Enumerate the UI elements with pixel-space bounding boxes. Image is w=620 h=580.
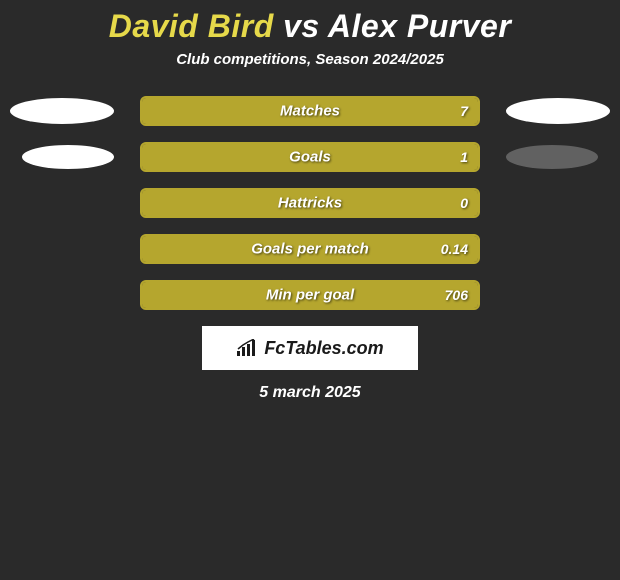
stat-bar: Matches 7 [140, 96, 480, 126]
left-marker [10, 282, 114, 308]
stat-label: Hattricks [278, 195, 342, 212]
stat-row: Matches 7 [0, 96, 620, 126]
right-marker [506, 145, 598, 169]
stat-label: Min per goal [266, 287, 354, 304]
stat-value: 7 [460, 103, 468, 119]
page-title: David Bird vs Alex Purver [0, 8, 620, 45]
subtitle: Club competitions, Season 2024/2025 [0, 51, 620, 68]
stat-bar: Goals 1 [140, 142, 480, 172]
right-marker [506, 282, 610, 308]
stat-row: Min per goal 706 [0, 280, 620, 310]
source-badge[interactable]: FcTables.com [202, 326, 418, 370]
right-marker [506, 236, 610, 262]
player2-name: Alex Purver [328, 8, 511, 44]
left-marker [10, 190, 114, 216]
stat-bar: Goals per match 0.14 [140, 234, 480, 264]
left-marker [22, 145, 114, 169]
stat-label: Goals [289, 149, 331, 166]
right-marker [506, 190, 610, 216]
chart-icon [236, 339, 258, 357]
stat-bar: Min per goal 706 [140, 280, 480, 310]
stat-value: 0 [460, 195, 468, 211]
stat-row: Goals 1 [0, 142, 620, 172]
stat-value: 706 [445, 287, 468, 303]
stat-bar: Hattricks 0 [140, 188, 480, 218]
stat-row: Goals per match 0.14 [0, 234, 620, 264]
right-marker [506, 98, 610, 124]
stat-row: Hattricks 0 [0, 188, 620, 218]
date-text: 5 march 2025 [0, 384, 620, 402]
player1-name: David Bird [109, 8, 274, 44]
badge-text: FcTables.com [264, 338, 383, 359]
left-marker [10, 98, 114, 124]
comparison-card: David Bird vs Alex Purver Club competiti… [0, 0, 620, 402]
left-marker [10, 236, 114, 262]
stat-value: 1 [460, 149, 468, 165]
stats-list: Matches 7 Goals 1 Hattricks 0 Goals per match 0… [0, 96, 620, 310]
stat-label: Goals per match [251, 241, 369, 258]
stat-value: 0.14 [441, 241, 468, 257]
stat-label: Matches [280, 103, 340, 120]
vs-text: vs [283, 8, 320, 44]
